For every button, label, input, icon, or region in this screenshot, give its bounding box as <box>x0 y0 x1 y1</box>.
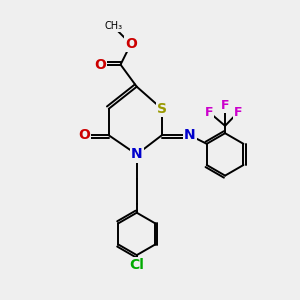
Text: O: O <box>94 58 106 72</box>
Text: O: O <box>125 37 137 51</box>
Text: S: S <box>157 102 167 116</box>
Text: Cl: Cl <box>129 258 144 272</box>
Text: F: F <box>221 99 229 112</box>
Text: F: F <box>205 106 213 118</box>
Text: CH₃: CH₃ <box>104 21 122 31</box>
Text: O: O <box>78 128 90 142</box>
Text: F: F <box>234 106 243 118</box>
Text: N: N <box>131 147 142 161</box>
Text: N: N <box>184 128 196 142</box>
